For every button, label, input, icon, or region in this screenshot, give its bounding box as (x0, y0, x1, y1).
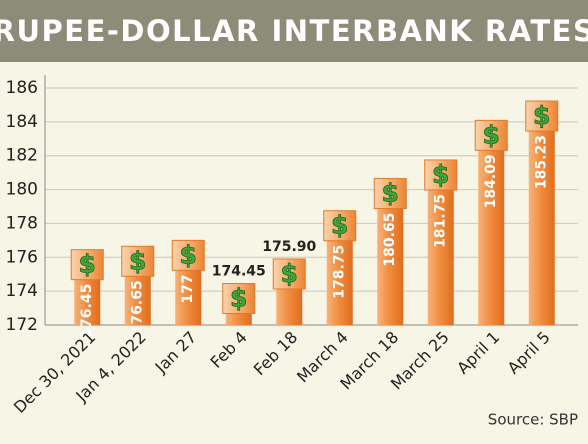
value-label: 181.75 (433, 194, 449, 248)
y-tick-label: 172 (6, 315, 38, 335)
y-tick-label: 174 (6, 281, 38, 301)
dollar-icon: $ (331, 211, 348, 240)
dollar-icon: $ (483, 120, 500, 149)
chart-title: RUPEE-DOLLAR INTERBANK RATES (0, 14, 588, 48)
y-tick-label: 180 (6, 180, 38, 200)
dollar-icon: $ (382, 179, 399, 208)
bar-cap (373, 178, 407, 210)
bar-cap (525, 100, 559, 132)
value-label: 174.45 (212, 264, 266, 280)
dollar-icon: $ (129, 246, 146, 275)
bar-cap (222, 283, 256, 315)
y-tick-label: 178 (6, 213, 38, 233)
value-label: 184.09 (483, 154, 499, 208)
y-tick-label: 176 (6, 247, 38, 267)
source-note: Source: SBP (488, 411, 578, 429)
bar-cap (171, 239, 205, 271)
y-tick-label: 186 (6, 78, 38, 98)
dollar-icon: $ (281, 259, 298, 288)
bar-cap (474, 119, 508, 151)
value-label: 175.90 (262, 239, 316, 255)
value-label: 177 (180, 274, 196, 303)
bar-cap (121, 245, 155, 277)
dollar-icon: $ (432, 160, 449, 189)
y-tick-label: 182 (6, 146, 38, 166)
bar-cap (323, 210, 357, 242)
value-label: 178.75 (332, 245, 348, 299)
value-label: 180.65 (382, 213, 398, 267)
bar (478, 120, 505, 325)
dollar-icon: $ (230, 284, 247, 313)
value-label: 176.45 (79, 284, 95, 338)
bar-cap (272, 258, 306, 290)
value-label: 176.65 (130, 280, 146, 334)
title-banner (0, 0, 588, 62)
bar (528, 101, 555, 325)
dollar-icon: $ (180, 240, 197, 269)
bar-cap (70, 249, 104, 281)
bar-cap (424, 159, 458, 191)
y-tick-label: 184 (6, 112, 38, 132)
dollar-icon: $ (79, 250, 96, 279)
value-label: 185.23 (534, 135, 550, 189)
dollar-icon: $ (533, 101, 550, 130)
